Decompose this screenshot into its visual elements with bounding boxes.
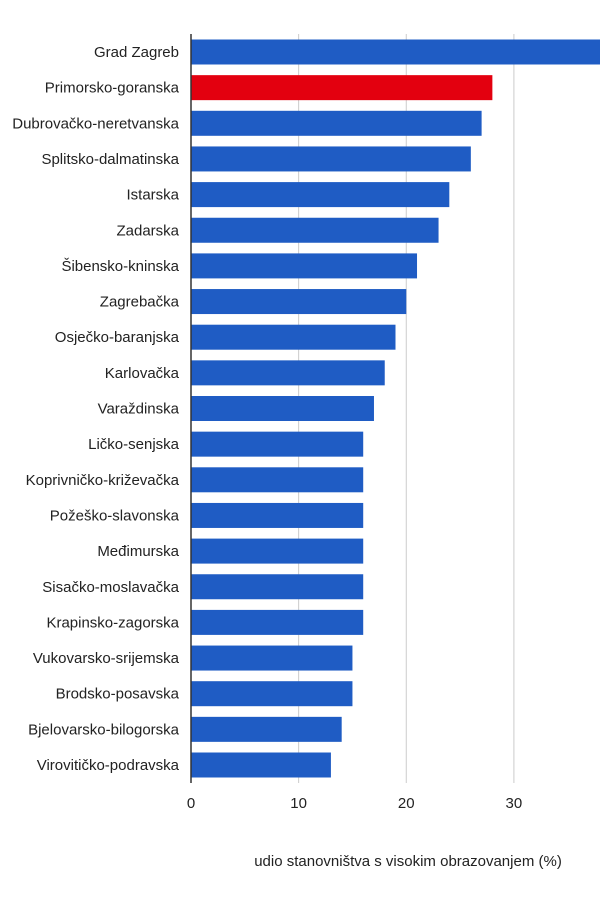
- bar: [191, 645, 353, 671]
- bar: [191, 289, 407, 315]
- category-label: Međimurska: [97, 543, 179, 560]
- category-label: Brodsko-posavska: [56, 686, 180, 703]
- bar: [191, 752, 331, 778]
- bar: [191, 431, 364, 457]
- category-label: Splitsko-dalmatinska: [41, 151, 179, 168]
- category-label: Virovitičko-podravska: [37, 757, 180, 774]
- bar: [191, 217, 439, 243]
- category-label: Osječko-baranjska: [55, 329, 180, 346]
- bars: [191, 39, 600, 778]
- bar: [191, 75, 493, 101]
- category-label: Požeško-slavonska: [50, 507, 180, 524]
- x-tick-label: 0: [187, 795, 195, 812]
- x-tick-label: 20: [398, 795, 415, 812]
- category-label: Krapinsko-zagorska: [46, 614, 179, 631]
- x-axis-title: udio stanovništva s visokim obrazovanjem…: [254, 853, 562, 870]
- category-label: Zagrebačka: [100, 294, 180, 311]
- category-labels: Grad Zagreb Primorsko-goranska Dubrovačko-…: [12, 44, 179, 774]
- bar: [191, 609, 364, 635]
- bar: [191, 253, 418, 279]
- bar: [191, 681, 353, 707]
- bar: [191, 360, 385, 386]
- category-label: Karlovačka: [105, 365, 180, 382]
- category-label: Varaždinska: [98, 401, 180, 418]
- category-label: Bjelovarsko-bilogorska: [28, 721, 180, 738]
- category-label: Primorsko-goranska: [45, 80, 180, 97]
- bar: [191, 146, 471, 172]
- category-label: Istarska: [126, 187, 179, 204]
- category-label: Šibensko-kninska: [61, 258, 179, 275]
- x-tick-label: 10: [290, 795, 307, 812]
- x-tick-label: 30: [506, 795, 523, 812]
- bar: [191, 467, 364, 493]
- bar: [191, 538, 364, 564]
- category-label: Grad Zagreb: [94, 44, 179, 61]
- x-axis-ticks: 0 10 20 30: [187, 795, 522, 812]
- category-label: Ličko-senjska: [88, 436, 180, 453]
- bar: [191, 110, 482, 136]
- category-label: Dubrovačko-neretvanska: [12, 115, 179, 132]
- category-label: Sisačko-moslavačka: [42, 579, 179, 596]
- category-label: Zadarska: [116, 222, 179, 239]
- category-label: Vukovarsko-srijemska: [33, 650, 180, 667]
- bar: [191, 716, 342, 742]
- bar: [191, 39, 600, 65]
- bar: [191, 324, 396, 350]
- bar: [191, 502, 364, 528]
- bar: [191, 396, 374, 421]
- category-label: Koprivničko-križevačka: [26, 472, 180, 489]
- bar: [191, 574, 364, 600]
- bar: [191, 182, 450, 208]
